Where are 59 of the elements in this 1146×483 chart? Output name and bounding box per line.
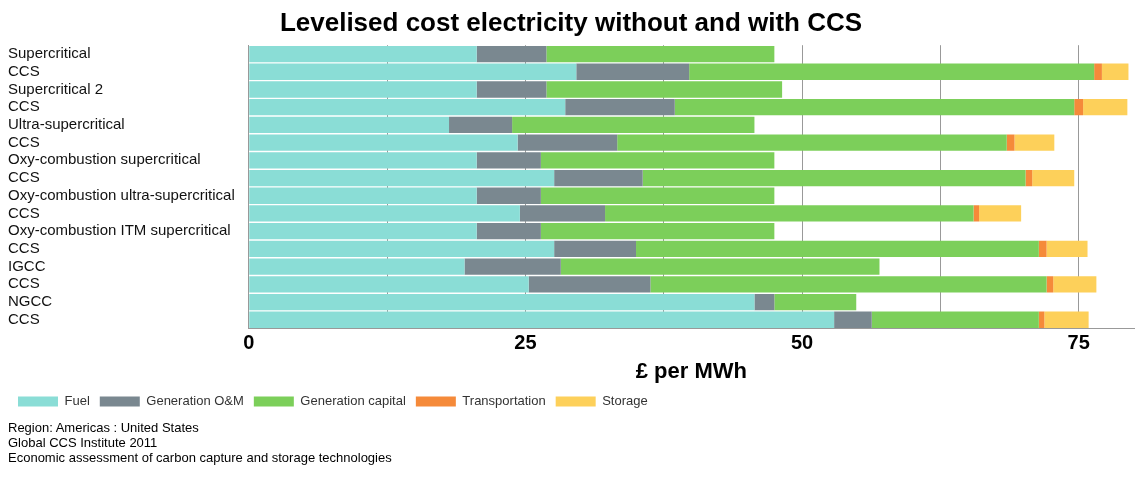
bar <box>1053 276 1097 293</box>
bar <box>871 311 1039 328</box>
text: Global CCS Institute 2011 <box>8 435 159 450</box>
legend-label: Generation O&M <box>146 393 244 409</box>
y-tick-label: Oxy-combustion ITM supercritical <box>8 221 231 239</box>
bar <box>1074 99 1084 116</box>
bar <box>249 45 477 63</box>
legend-label: Fuel <box>64 393 90 409</box>
bar <box>565 99 675 116</box>
y-tick-label: CCS <box>8 239 40 257</box>
bar <box>834 311 872 328</box>
y-tick-label: CCS <box>8 309 40 327</box>
legend-label: Generation capital <box>300 393 406 409</box>
y-tick-label: Ultra-supercritical <box>8 115 125 133</box>
y-tick-label: Oxy-combustion ultra-supercritical <box>8 185 235 203</box>
bar <box>1094 63 1102 80</box>
y-tick-label: CCS <box>8 168 40 186</box>
y-tick-label: Oxy-combustion supercritical <box>8 150 201 168</box>
bar <box>449 116 513 134</box>
y-tick-label: CCS <box>8 61 40 79</box>
y-tick-label: IGCC <box>8 256 46 274</box>
chart-title: Levelised cost electricity without and with CCS <box>279 6 863 37</box>
x-axis-title: £ per MWh <box>635 357 747 383</box>
bar <box>576 63 690 80</box>
bar <box>979 205 1022 222</box>
y-tick-label: Supercritical 2 <box>8 79 104 97</box>
bar <box>1046 240 1088 258</box>
x-tick-label: 0 <box>243 331 255 354</box>
bar <box>249 169 555 187</box>
text: Economic assessment of carbon capture and storage technologies <box>8 450 393 465</box>
bar <box>1044 311 1089 328</box>
y-tick-label: CCS <box>8 274 40 292</box>
legend-label: Storage <box>602 393 648 409</box>
bar <box>249 293 755 311</box>
bar <box>476 45 547 63</box>
bar <box>1083 99 1128 116</box>
y-tick-label: Supercritical <box>8 44 91 62</box>
x-tick-label: 50 <box>790 331 814 354</box>
y-tick-label: NGCC <box>8 292 53 310</box>
bar <box>754 293 775 311</box>
bar <box>1101 63 1129 80</box>
bar <box>1014 134 1055 151</box>
bar <box>1032 169 1075 187</box>
y-tick-label: CCS <box>8 203 40 221</box>
text: Region: Americas : United States <box>8 420 200 435</box>
y-tick-label: CCS <box>8 132 40 150</box>
bar <box>1038 240 1047 258</box>
legend-label: Transportation <box>462 393 546 409</box>
bar <box>642 169 1026 187</box>
bar <box>546 45 775 63</box>
bar <box>774 293 857 311</box>
bar <box>249 311 835 328</box>
y-tick-label: CCS <box>8 97 40 115</box>
bar <box>554 169 643 187</box>
bar <box>973 205 980 222</box>
bar <box>1006 134 1015 151</box>
x-tick-label: 25 <box>514 331 537 354</box>
bar <box>476 81 547 98</box>
x-tick-label: 75 <box>1067 331 1090 354</box>
